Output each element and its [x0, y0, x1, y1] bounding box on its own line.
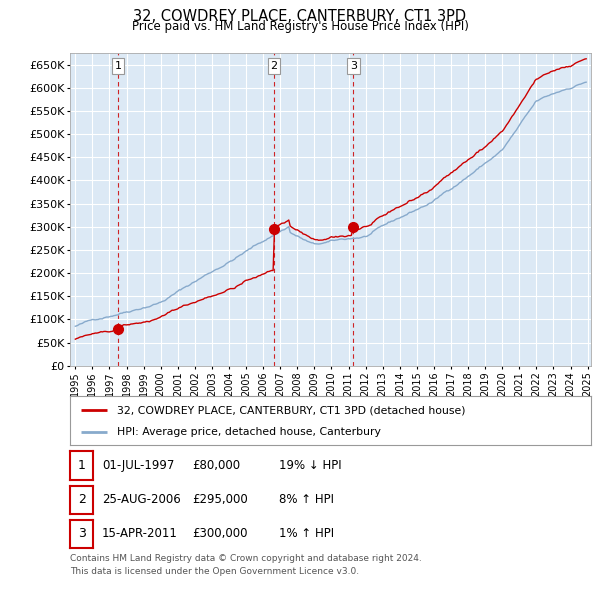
Text: £80,000: £80,000 [192, 459, 240, 472]
Text: £300,000: £300,000 [192, 527, 248, 540]
Text: 3: 3 [77, 527, 86, 540]
Text: 2: 2 [271, 61, 278, 71]
Text: HPI: Average price, detached house, Canterbury: HPI: Average price, detached house, Cant… [117, 427, 381, 437]
Text: 01-JUL-1997: 01-JUL-1997 [102, 459, 175, 472]
Text: Contains HM Land Registry data © Crown copyright and database right 2024.: Contains HM Land Registry data © Crown c… [70, 554, 422, 563]
Text: 2: 2 [77, 493, 86, 506]
Text: 8% ↑ HPI: 8% ↑ HPI [279, 493, 334, 506]
Text: 1% ↑ HPI: 1% ↑ HPI [279, 527, 334, 540]
Text: 32, COWDREY PLACE, CANTERBURY, CT1 3PD: 32, COWDREY PLACE, CANTERBURY, CT1 3PD [133, 9, 467, 24]
Text: Price paid vs. HM Land Registry's House Price Index (HPI): Price paid vs. HM Land Registry's House … [131, 20, 469, 33]
Text: £295,000: £295,000 [192, 493, 248, 506]
Text: This data is licensed under the Open Government Licence v3.0.: This data is licensed under the Open Gov… [70, 567, 359, 576]
Text: 19% ↓ HPI: 19% ↓ HPI [279, 459, 341, 472]
Text: 15-APR-2011: 15-APR-2011 [102, 527, 178, 540]
Text: 25-AUG-2006: 25-AUG-2006 [102, 493, 181, 506]
Text: 32, COWDREY PLACE, CANTERBURY, CT1 3PD (detached house): 32, COWDREY PLACE, CANTERBURY, CT1 3PD (… [117, 405, 466, 415]
Text: 1: 1 [115, 61, 122, 71]
Text: 1: 1 [77, 459, 86, 472]
Text: 3: 3 [350, 61, 357, 71]
